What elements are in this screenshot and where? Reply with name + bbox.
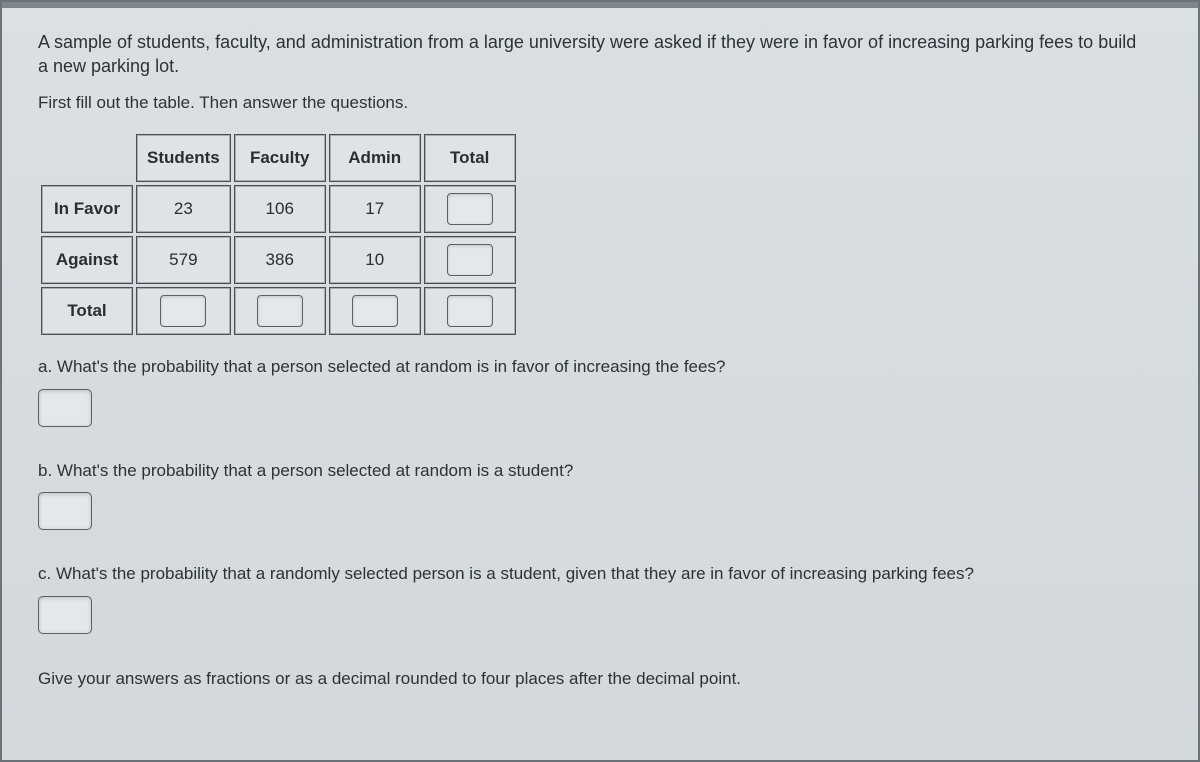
question-c: c. What's the probability that a randoml… — [38, 563, 1158, 586]
cell-against-admin: 10 — [329, 236, 421, 284]
col-header-students: Students — [136, 134, 231, 182]
cell-infavor-students: 23 — [136, 185, 231, 233]
input-total-admin[interactable] — [352, 295, 398, 327]
cell-against-total — [424, 236, 516, 284]
col-header-admin: Admin — [329, 134, 421, 182]
row-header-total: Total — [41, 287, 133, 335]
data-table: Students Faculty Admin Total In Favor 23… — [38, 131, 519, 338]
cell-total-total — [424, 287, 516, 335]
question-page: A sample of students, faculty, and admin… — [0, 0, 1200, 762]
input-total-faculty[interactable] — [257, 295, 303, 327]
cell-against-faculty: 386 — [234, 236, 326, 284]
table-row: Total — [41, 287, 516, 335]
question-a: a. What's the probability that a person … — [38, 356, 1158, 379]
col-header-total: Total — [424, 134, 516, 182]
input-against-total[interactable] — [447, 244, 493, 276]
corner-cell — [41, 134, 133, 182]
cell-total-faculty — [234, 287, 326, 335]
intro-text: A sample of students, faculty, and admin… — [38, 30, 1138, 79]
cell-total-students — [136, 287, 231, 335]
row-header-against: Against — [41, 236, 133, 284]
cell-infavor-admin: 17 — [329, 185, 421, 233]
input-total-students[interactable] — [160, 295, 206, 327]
cell-total-admin — [329, 287, 421, 335]
footer-note: Give your answers as fractions or as a d… — [38, 669, 1162, 689]
table-row: In Favor 23 106 17 — [41, 185, 516, 233]
answer-input-a[interactable] — [38, 389, 92, 427]
col-header-faculty: Faculty — [234, 134, 326, 182]
answer-input-b[interactable] — [38, 492, 92, 530]
input-total-total[interactable] — [447, 295, 493, 327]
table-header-row: Students Faculty Admin Total — [41, 134, 516, 182]
input-infavor-total[interactable] — [447, 193, 493, 225]
cell-infavor-faculty: 106 — [234, 185, 326, 233]
answer-input-c[interactable] — [38, 596, 92, 634]
question-b: b. What's the probability that a person … — [38, 460, 1158, 483]
table-row: Against 579 386 10 — [41, 236, 516, 284]
cell-against-students: 579 — [136, 236, 231, 284]
cell-infavor-total — [424, 185, 516, 233]
row-header-infavor: In Favor — [41, 185, 133, 233]
instruction-text: First fill out the table. Then answer th… — [38, 93, 1162, 113]
